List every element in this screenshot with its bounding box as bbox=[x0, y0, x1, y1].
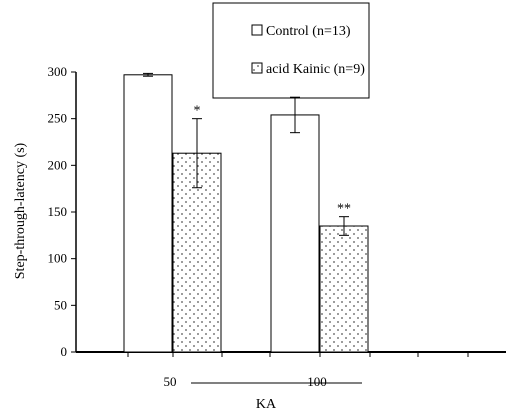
significance-label: * bbox=[194, 104, 201, 119]
y-axis-title: Step-through-latency (s) bbox=[13, 142, 28, 279]
bar-control bbox=[270, 114, 320, 353]
legend-label-kainic: acid Kainic (n=9) bbox=[266, 62, 365, 77]
y-tick-label: 150 bbox=[48, 204, 68, 219]
y-tick-label: 100 bbox=[48, 251, 68, 266]
x-tick-label: 100 bbox=[307, 374, 327, 389]
y-tick-label: 200 bbox=[48, 157, 68, 172]
x-axis-title: KA bbox=[256, 397, 277, 412]
significance-label: ** bbox=[337, 202, 351, 217]
bar-control bbox=[123, 74, 173, 353]
legend: Control (n=13) acid Kainic (n=9) bbox=[212, 2, 370, 99]
x-tick-label: 50 bbox=[164, 374, 177, 389]
y-tick-label: 300 bbox=[48, 64, 68, 79]
legend-box bbox=[212, 2, 370, 99]
significance-labels: *** bbox=[194, 104, 352, 217]
error-bars bbox=[143, 72, 349, 236]
bar-kainic bbox=[319, 225, 369, 353]
legend-label-control: Control (n=13) bbox=[266, 24, 351, 39]
legend-swatch-kainic bbox=[251, 62, 263, 74]
y-tick-label: 50 bbox=[54, 297, 67, 312]
y-tick-label: 0 bbox=[61, 344, 68, 359]
y-tick-label: 250 bbox=[48, 111, 68, 126]
bars bbox=[123, 74, 369, 353]
legend-swatch-control bbox=[251, 24, 263, 36]
